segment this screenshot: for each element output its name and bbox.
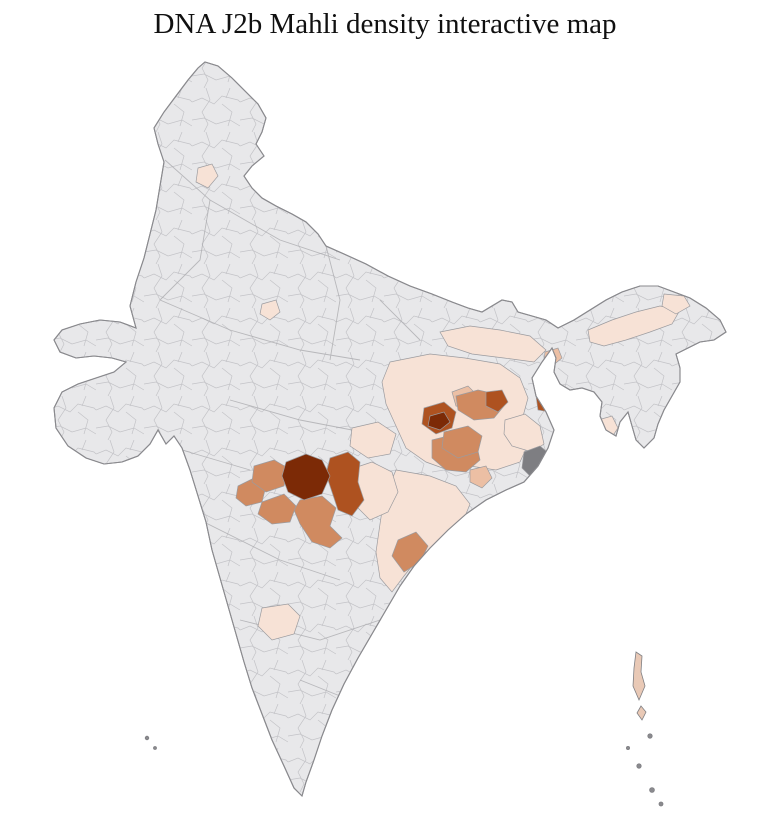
district-medium-density[interactable] xyxy=(251,459,289,493)
district-medium-density[interactable] xyxy=(441,425,483,459)
map-title: DNA J2b Mahli density interactive map xyxy=(153,8,617,40)
district-medium-density[interactable] xyxy=(293,495,343,549)
island-shape[interactable] xyxy=(632,651,646,702)
district-low-density[interactable] xyxy=(259,299,281,321)
district-low-density[interactable] xyxy=(439,325,547,363)
district-low-density[interactable] xyxy=(587,305,681,347)
district-low-density[interactable] xyxy=(661,293,691,315)
andaman-nicobar-islands[interactable] xyxy=(626,651,664,807)
india-outline xyxy=(53,61,727,798)
density-districts-layer[interactable] xyxy=(195,163,691,641)
state-boundary-lines xyxy=(159,159,421,701)
district-highest-density[interactable] xyxy=(281,453,331,501)
district-high-density[interactable] xyxy=(325,451,365,517)
lakshadweep-islands[interactable] xyxy=(144,735,157,750)
district-low-density[interactable] xyxy=(195,163,219,189)
island-dot[interactable] xyxy=(153,746,157,750)
island-dot[interactable] xyxy=(626,746,631,751)
district-low-density[interactable] xyxy=(349,421,397,459)
island-dot[interactable] xyxy=(636,763,642,769)
district-medium-low-density[interactable] xyxy=(469,465,493,489)
island-shape[interactable] xyxy=(636,705,647,721)
island-dot[interactable] xyxy=(144,735,150,741)
district-highest-density[interactable] xyxy=(427,411,451,431)
island-dot[interactable] xyxy=(647,733,653,739)
district-medium-density[interactable] xyxy=(257,493,297,525)
district-high-density[interactable] xyxy=(485,389,509,413)
island-dot[interactable] xyxy=(658,801,664,807)
district-low-density[interactable] xyxy=(257,603,301,641)
island-dot[interactable] xyxy=(649,787,655,793)
